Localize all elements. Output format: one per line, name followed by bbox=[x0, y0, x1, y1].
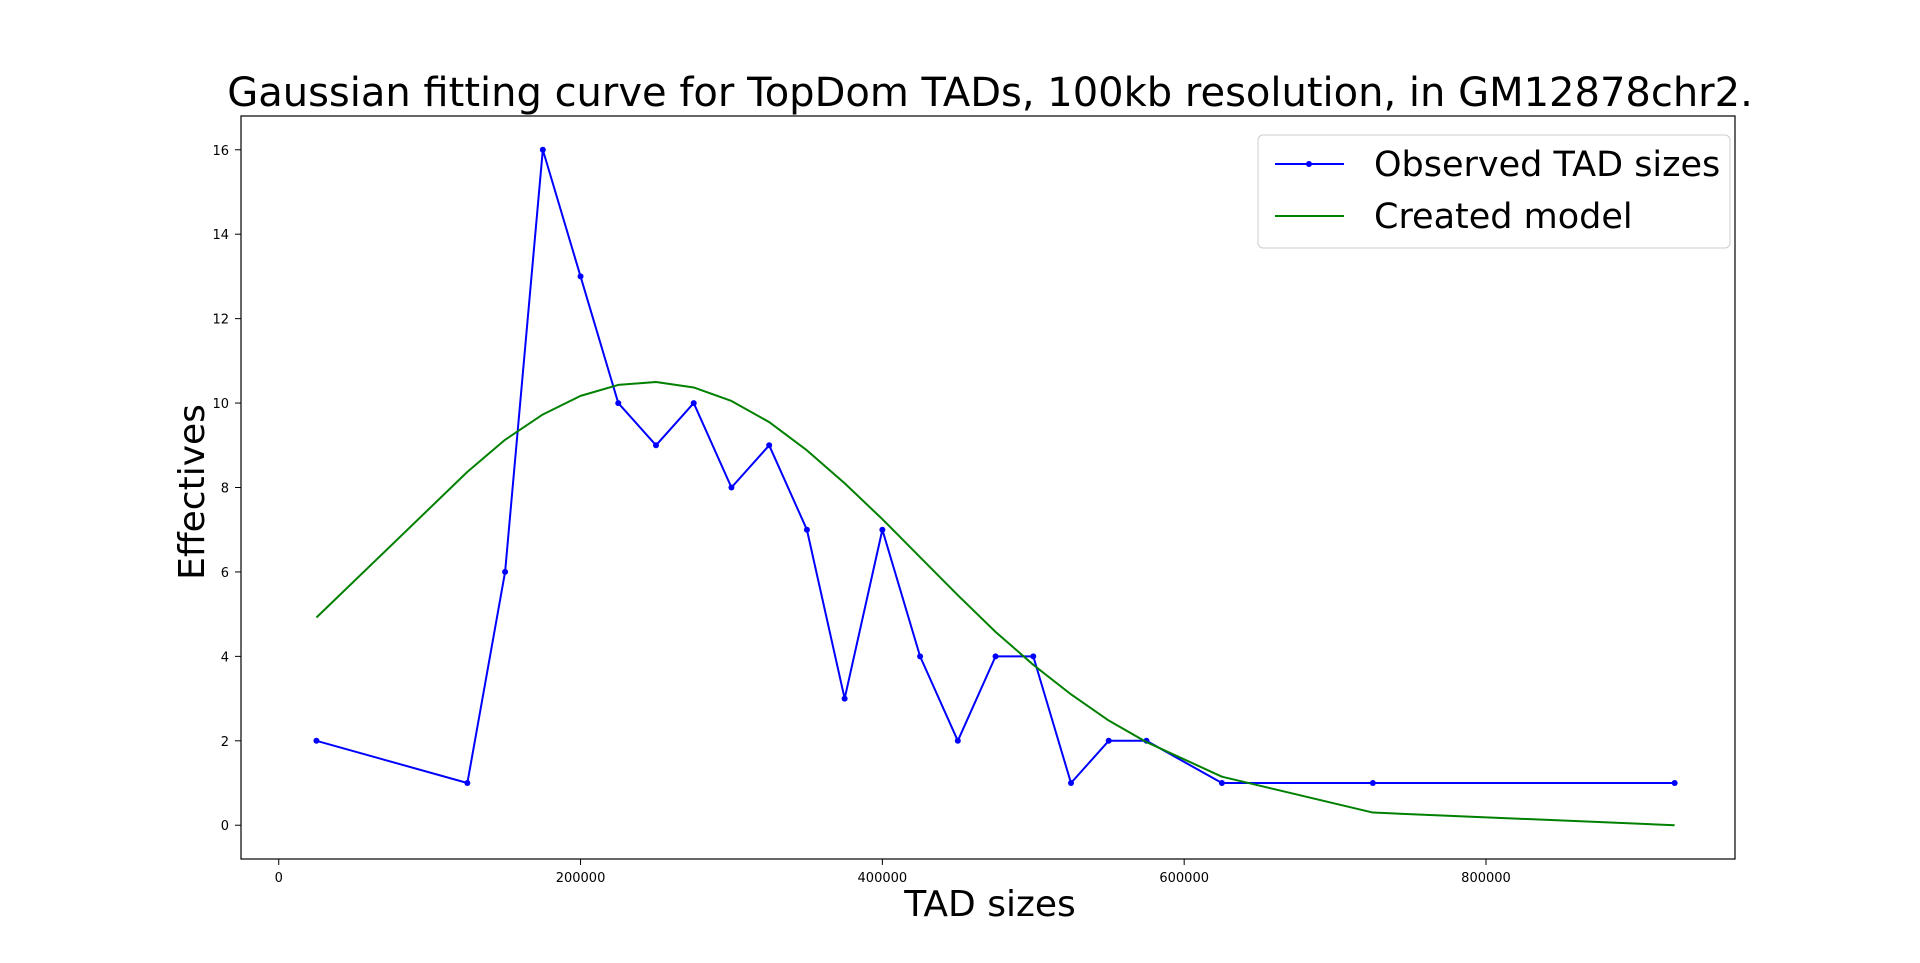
x-tick-label: 0 bbox=[275, 871, 283, 886]
data-point bbox=[992, 653, 999, 660]
data-point bbox=[841, 695, 848, 702]
legend-marker bbox=[1306, 161, 1312, 167]
data-point bbox=[803, 526, 810, 533]
y-tick-label: 0 bbox=[221, 819, 229, 834]
x-tick-label: 400000 bbox=[858, 871, 908, 886]
chart-title: Gaussian fitting curve for TopDom TADs, … bbox=[227, 70, 1753, 116]
legend: Observed TAD sizes Created model bbox=[1257, 134, 1731, 249]
y-axis-label: Effectives bbox=[172, 404, 213, 580]
legend-label: Created model bbox=[1374, 197, 1633, 237]
data-point bbox=[502, 568, 509, 575]
data-point bbox=[653, 442, 659, 449]
data-point bbox=[1369, 780, 1376, 787]
x-axis-label: TAD sizes bbox=[903, 884, 1076, 925]
data-point bbox=[1105, 737, 1112, 744]
y-tick-label: 16 bbox=[212, 144, 229, 159]
y-tick-label: 10 bbox=[212, 397, 229, 412]
data-point bbox=[690, 400, 697, 407]
y-tick-label: 6 bbox=[221, 566, 229, 581]
data-point bbox=[879, 526, 886, 533]
x-tick-label: 800000 bbox=[1461, 871, 1511, 886]
data-point bbox=[615, 400, 622, 407]
data-point bbox=[464, 780, 471, 787]
data-point bbox=[766, 442, 773, 449]
y-tick-label: 14 bbox=[212, 228, 229, 243]
data-point bbox=[1068, 780, 1074, 787]
y-tick-label: 2 bbox=[221, 735, 229, 750]
data-point bbox=[539, 146, 546, 153]
series-line-2 bbox=[315, 380, 1675, 827]
plot-area: 0 200000 400000 600000 800000 0 2 4 6 8 10 12 14 16 bbox=[212, 115, 1736, 886]
legend-label: Observed TAD sizes bbox=[1374, 145, 1720, 185]
data-point bbox=[1671, 780, 1678, 787]
data-point bbox=[577, 273, 584, 280]
x-tick-label: 200000 bbox=[556, 871, 606, 886]
y-tick-label: 8 bbox=[221, 482, 229, 497]
data-point bbox=[1030, 653, 1037, 660]
legend-box bbox=[1257, 134, 1731, 249]
y-tick-label: 4 bbox=[221, 650, 229, 665]
y-tick-label: 12 bbox=[212, 313, 229, 328]
data-point bbox=[313, 737, 320, 744]
data-point bbox=[954, 737, 961, 744]
data-point bbox=[917, 653, 924, 660]
data-point bbox=[1218, 780, 1225, 787]
data-point bbox=[728, 484, 735, 491]
x-tick-label: 600000 bbox=[1159, 871, 1209, 886]
